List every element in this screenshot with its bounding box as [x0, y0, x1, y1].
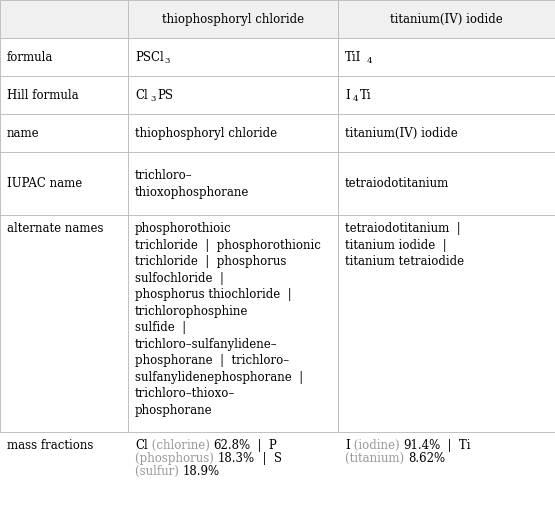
Text: Hill formula: Hill formula [7, 89, 79, 101]
Bar [0, 152, 128, 215]
Bar [338, 0, 555, 38]
Text: |  P: | P [250, 439, 278, 452]
Text: Cl: Cl [135, 439, 148, 452]
Text: Ti: Ti [360, 89, 372, 101]
Bar [338, 152, 555, 215]
Text: trichloro–
thioxophosphorane: trichloro– thioxophosphorane [135, 168, 249, 199]
Text: (iodine): (iodine) [350, 439, 403, 452]
Text: tetraiodotitanium: tetraiodotitanium [345, 177, 449, 190]
Text: name: name [7, 127, 39, 139]
Text: 91.4%: 91.4% [403, 439, 440, 452]
Text: TiI: TiI [345, 50, 361, 64]
Text: alternate names: alternate names [7, 222, 103, 235]
Bar [338, 114, 555, 152]
Text: titanium(IV) iodide: titanium(IV) iodide [345, 127, 458, 139]
Text: 18.9%: 18.9% [183, 465, 220, 478]
Text: titanium(IV) iodide: titanium(IV) iodide [390, 13, 503, 25]
Bar [338, 38, 555, 76]
Bar [128, 152, 338, 215]
Text: formula: formula [7, 50, 53, 64]
Text: thiophosphoryl chloride: thiophosphoryl chloride [162, 13, 304, 25]
Bar [128, 215, 338, 432]
Text: tetraiodotitanium  |
titanium iodide  |
titanium tetraiodide: tetraiodotitanium | titanium iodide | ti… [345, 222, 464, 268]
Text: |  Ti: | Ti [440, 439, 471, 452]
Text: (sulfur): (sulfur) [135, 465, 183, 478]
Bar [338, 76, 555, 114]
Text: phosphorothioic
trichloride  |  phosphorothionic
trichloride  |  phosphorus
sulf: phosphorothioic trichloride | phosphorot… [135, 222, 321, 416]
Text: (chlorine): (chlorine) [148, 439, 213, 452]
Text: 4: 4 [367, 57, 372, 65]
Text: PSCl: PSCl [135, 50, 164, 64]
Text: I: I [345, 89, 350, 101]
Bar [338, 215, 555, 432]
Bar [0, 0, 128, 38]
Bar [128, 76, 338, 114]
Bar [0, 76, 128, 114]
Text: mass fractions: mass fractions [7, 439, 93, 452]
Bar [0, 114, 128, 152]
Bar [128, 38, 338, 76]
Text: 8.62%: 8.62% [408, 452, 445, 465]
Text: (titanium): (titanium) [345, 452, 408, 465]
Text: PS: PS [157, 89, 173, 101]
Text: |  S: | S [255, 452, 282, 465]
Text: IUPAC name: IUPAC name [7, 177, 82, 190]
Text: 3: 3 [164, 57, 169, 65]
Bar [128, 0, 338, 38]
Text: (phosphorus): (phosphorus) [135, 452, 218, 465]
Text: I: I [345, 439, 350, 452]
Text: Cl: Cl [135, 89, 148, 101]
Text: 4: 4 [353, 95, 359, 103]
Text: 62.8%: 62.8% [213, 439, 250, 452]
Text: 18.3%: 18.3% [218, 452, 255, 465]
Bar [0, 215, 128, 432]
Bar [0, 38, 128, 76]
Text: 3: 3 [150, 95, 155, 103]
Bar [128, 114, 338, 152]
Text: thiophosphoryl chloride: thiophosphoryl chloride [135, 127, 277, 139]
